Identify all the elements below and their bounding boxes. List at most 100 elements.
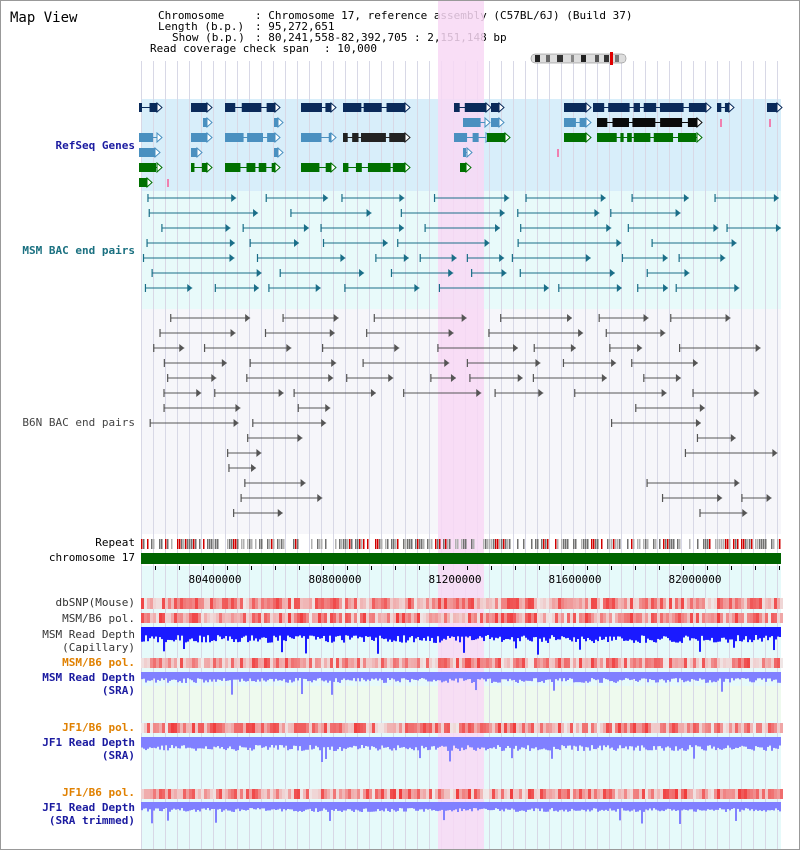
polymorphism-cell bbox=[219, 658, 222, 668]
polymorphism-cell bbox=[375, 598, 378, 609]
polymorphism-cell bbox=[198, 723, 201, 733]
read-depth-bar bbox=[315, 737, 317, 746]
read-depth-bar bbox=[361, 672, 363, 679]
read-depth-bar bbox=[551, 672, 553, 682]
polymorphism-cell bbox=[537, 789, 540, 799]
read-depth-bar bbox=[591, 672, 593, 679]
polymorphism-cell bbox=[630, 658, 633, 668]
read-depth-bar bbox=[713, 627, 715, 643]
read-depth-bar bbox=[229, 802, 231, 811]
polymorphism-cell bbox=[720, 613, 723, 623]
polymorphism-cell bbox=[411, 613, 414, 623]
polymorphism-cell bbox=[723, 658, 726, 668]
read-depth-bar bbox=[197, 737, 199, 749]
polymorphism-cell bbox=[678, 723, 681, 733]
polymorphism-cell bbox=[351, 723, 354, 733]
polymorphism-cell bbox=[168, 598, 171, 609]
bac-end-right bbox=[235, 404, 241, 412]
polymorphism-cell bbox=[324, 723, 327, 733]
read-depth-bar bbox=[579, 627, 581, 650]
polymorphism-cell bbox=[648, 613, 651, 623]
gene-marker bbox=[720, 119, 722, 127]
read-depth-bar bbox=[285, 737, 287, 746]
b6n-bac-label[interactable]: B6N BAC end pairs bbox=[22, 416, 135, 429]
polymorphism-cell bbox=[399, 598, 402, 609]
read-depth-bar bbox=[767, 627, 769, 641]
read-depth-bar bbox=[773, 737, 775, 748]
read-depth-bar bbox=[419, 672, 421, 680]
polymorphism-cell bbox=[150, 658, 153, 668]
read-depth-bar bbox=[627, 802, 629, 811]
read-depth-bar bbox=[529, 627, 531, 641]
polymorphism-cell bbox=[561, 789, 564, 799]
polymorphism-cell bbox=[282, 658, 285, 668]
polymorphism-cell bbox=[522, 723, 525, 733]
bac-end-right bbox=[325, 404, 331, 412]
read-depth-bar bbox=[697, 802, 699, 810]
read-depth-bar bbox=[187, 672, 189, 679]
read-depth-bar bbox=[185, 802, 187, 812]
read-depth-bar bbox=[417, 627, 419, 638]
read-depth-bar bbox=[431, 672, 433, 682]
read-depth-bar bbox=[585, 802, 587, 812]
repeat-element bbox=[435, 539, 437, 549]
read-depth-bar bbox=[195, 627, 197, 642]
read-depth-bar bbox=[777, 737, 779, 749]
polymorphism-cell bbox=[615, 658, 618, 668]
read-depth-bar bbox=[387, 737, 389, 747]
repeat-element bbox=[403, 539, 405, 549]
repeat-element bbox=[659, 539, 661, 549]
read-depth-bar bbox=[245, 672, 247, 682]
read-depth-bar bbox=[547, 672, 549, 680]
read-depth-bar bbox=[173, 802, 175, 809]
read-depth-bar bbox=[219, 737, 221, 749]
polymorphism-cell bbox=[279, 598, 282, 609]
polymorphism-cell bbox=[309, 789, 312, 799]
read-depth-bar bbox=[193, 627, 195, 642]
read-depth-bar bbox=[695, 672, 697, 681]
read-depth-bar bbox=[435, 737, 437, 750]
polymorphism-cell bbox=[219, 789, 222, 799]
read-depth-bar bbox=[377, 737, 379, 751]
polymorphism-cell bbox=[468, 598, 471, 609]
read-depth-bar bbox=[175, 627, 177, 640]
polymorphism-cell bbox=[234, 658, 237, 668]
polymorphism-cell bbox=[714, 658, 717, 668]
read-depth-bar bbox=[205, 802, 207, 810]
read-depth-bar bbox=[235, 627, 237, 640]
repeat-element bbox=[585, 539, 587, 549]
msm-bac-label[interactable]: MSM BAC end pairs bbox=[22, 244, 135, 257]
polymorphism-cell bbox=[612, 723, 615, 733]
read-depth-bar bbox=[297, 672, 299, 681]
polymorphism-cell bbox=[690, 789, 693, 799]
polymorphism-cell bbox=[426, 598, 429, 609]
read-depth-bar bbox=[637, 737, 639, 746]
refseq-genes-label[interactable]: RefSeq Genes bbox=[55, 139, 135, 152]
read-depth-bar bbox=[269, 627, 271, 643]
polymorphism-cell bbox=[453, 789, 456, 799]
read-depth-bar bbox=[773, 802, 775, 811]
polymorphism-cell bbox=[159, 723, 162, 733]
read-depth-bar bbox=[315, 672, 317, 681]
polymorphism-cell bbox=[414, 613, 417, 623]
polymorphism-cell bbox=[324, 658, 327, 668]
repeat-element bbox=[429, 539, 431, 549]
read-depth-bar bbox=[401, 802, 403, 809]
read-depth-bar bbox=[231, 672, 233, 695]
repeat-element bbox=[491, 539, 493, 549]
polymorphism-cell bbox=[186, 598, 189, 609]
read-depth-bar bbox=[303, 737, 305, 751]
polymorphism-cell bbox=[354, 658, 357, 668]
read-depth-bar bbox=[587, 627, 589, 638]
read-depth-bar bbox=[475, 672, 477, 691]
read-depth-bar bbox=[333, 627, 335, 642]
read-depth-bar bbox=[505, 802, 507, 809]
bac-end-right bbox=[683, 194, 689, 202]
polymorphism-cell bbox=[672, 658, 675, 668]
polymorphism-cell bbox=[627, 723, 630, 733]
polymorphism-cell bbox=[348, 613, 351, 623]
gene-exon bbox=[687, 118, 697, 127]
repeat-element bbox=[531, 539, 533, 549]
